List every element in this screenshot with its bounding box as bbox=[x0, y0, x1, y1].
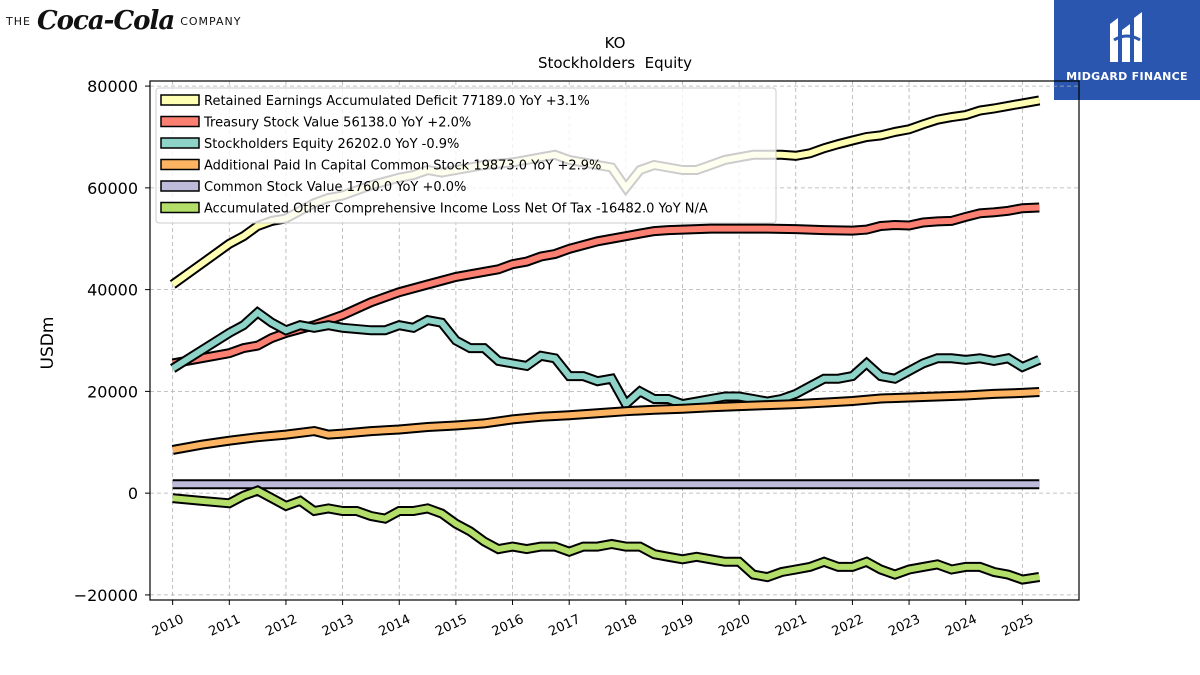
x-tick-label-5: 2015 bbox=[433, 612, 469, 640]
x-tick-label-14: 2024 bbox=[943, 612, 979, 640]
series-5 bbox=[172, 485, 1041, 585]
chart-subtitle: Stockholders Equity bbox=[538, 54, 692, 72]
midgard-mark-icon bbox=[1110, 12, 1142, 62]
x-tick-label-13: 2023 bbox=[886, 612, 922, 640]
x-tick-label-9: 2019 bbox=[660, 612, 696, 640]
series-5-line bbox=[172, 487, 1040, 583]
y-tick-label-1: 0 bbox=[128, 484, 138, 503]
legend-label-0: Retained Earnings Accumulated Deficit 77… bbox=[204, 94, 590, 109]
legend-label-2: Stockholders Equity 26202.0 YoY -0.9% bbox=[204, 137, 459, 152]
x-tick-label-7: 2017 bbox=[547, 612, 583, 640]
x-tick-label-0: 2010 bbox=[150, 612, 186, 640]
logo-company: COMPANY bbox=[180, 14, 242, 28]
x-tick-label-6: 2016 bbox=[490, 612, 526, 640]
legend-swatch-5 bbox=[160, 201, 200, 214]
legend-swatch-1 bbox=[160, 115, 200, 128]
y-tick-label-4: 60000 bbox=[87, 179, 138, 198]
midgard-finance-logo: MIDGARD FINANCE bbox=[1054, 0, 1200, 100]
legend-swatch-3 bbox=[160, 158, 200, 171]
logo-the: THE bbox=[6, 14, 31, 28]
y-tick-label-0: −20000 bbox=[74, 586, 138, 605]
legend-label-3: Additional Paid In Capital Common Stock … bbox=[204, 159, 601, 174]
x-tick-label-2: 2012 bbox=[263, 612, 299, 640]
x-tick-label-4: 2014 bbox=[377, 612, 413, 640]
y-tick-label-3: 40000 bbox=[87, 281, 138, 300]
series-2-line bbox=[171, 308, 1041, 409]
x-tick-label-1: 2011 bbox=[207, 612, 243, 640]
x-ticks: 2010 2011 2012 2013 2014 2015 2016 2017 2018 2019… bbox=[150, 600, 1036, 640]
legend-swatch-0 bbox=[160, 94, 200, 106]
x-tick-label-10: 2020 bbox=[716, 612, 752, 640]
legend-label-4: Common Stock Value 1760.0 YoY +0.0% bbox=[204, 180, 466, 195]
x-tick-label-8: 2018 bbox=[603, 612, 639, 640]
plot-frame bbox=[149, 80, 1080, 601]
series-3 bbox=[171, 387, 1040, 455]
x-tick-label-15: 2025 bbox=[1000, 612, 1036, 640]
x-tick-label-12: 2022 bbox=[830, 612, 866, 640]
series-2 bbox=[170, 306, 1042, 413]
x-tick-label-11: 2021 bbox=[773, 612, 809, 640]
logo-script: Coca-Cola bbox=[36, 6, 175, 36]
y-tick-label-5: 80000 bbox=[87, 77, 138, 96]
y-tick-label-2: 20000 bbox=[87, 382, 138, 401]
y-axis-label: USDm bbox=[38, 317, 58, 370]
series-3-line bbox=[172, 389, 1040, 453]
legend-label-5: Accumulated Other Comprehensive Income L… bbox=[204, 202, 708, 217]
chart-title: KO bbox=[605, 34, 626, 52]
legend-label-1: Treasury Stock Value 56138.0 YoY +2.0% bbox=[203, 116, 471, 131]
legend-swatch-2 bbox=[160, 137, 200, 149]
y-ticks: −20000 0 20000 40000 60000 80000 bbox=[74, 77, 150, 605]
x-tick-label-3: 2013 bbox=[320, 612, 356, 640]
coca-cola-logo: THE Coca-Cola COMPANY bbox=[6, 4, 241, 38]
legend: Retained Earnings Accumulated Deficit 77… bbox=[155, 87, 777, 224]
midgard-name: MIDGARD FINANCE bbox=[1066, 70, 1188, 83]
legend-box bbox=[155, 87, 777, 224]
legend-swatch-4 bbox=[160, 180, 200, 192]
